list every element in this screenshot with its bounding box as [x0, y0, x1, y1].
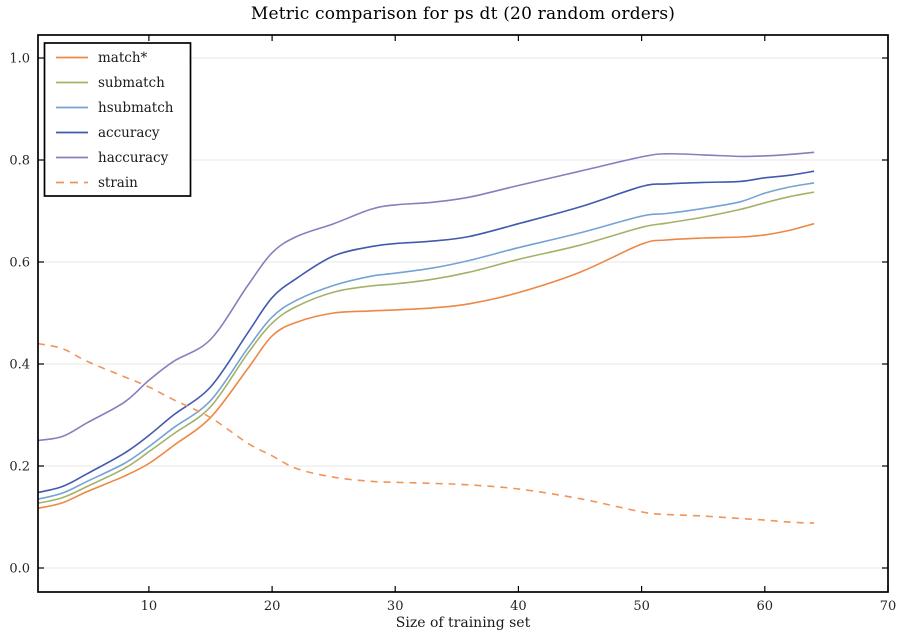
curve-hsubmatch	[37, 182, 815, 500]
x-tick-label: 70	[880, 599, 897, 614]
x-tick-label: 40	[510, 599, 527, 614]
y-tick-label: 0.4	[9, 358, 30, 373]
x-axis-label: Size of training set	[395, 615, 531, 631]
curve-submatch	[37, 191, 815, 504]
y-tick-label: 0.8	[9, 154, 30, 169]
legend-label-accuracy: accuracy	[98, 125, 160, 141]
y-tick-label: 1.0	[9, 52, 30, 67]
chart-title: Metric comparison for ps dt (20 random o…	[250, 4, 676, 24]
legend-label-submatch: submatch	[98, 75, 165, 91]
axes-frame	[37, 34, 889, 593]
y-tick-label: 0.2	[9, 460, 30, 475]
legend-label-haccuracy: haccuracy	[98, 150, 169, 166]
legend-label-match*: match*	[98, 50, 148, 66]
y-tick-label: 0.6	[9, 256, 30, 271]
curve-haccuracy	[37, 151, 815, 442]
curve-accuracy	[37, 170, 815, 494]
legend-label-hsubmatch: hsubmatch	[98, 100, 174, 116]
x-tick-label: 10	[141, 599, 158, 614]
x-tick-label: 20	[264, 599, 281, 614]
x-tick-label: 30	[387, 599, 404, 614]
y-tick-label: 0.0	[9, 562, 30, 577]
curve-strain	[37, 342, 815, 524]
legend-label-strain: strain	[98, 175, 138, 191]
legend-box	[43, 42, 192, 197]
curve-match*	[37, 222, 815, 510]
x-tick-label: 60	[757, 599, 774, 614]
x-tick-label: 50	[633, 599, 650, 614]
